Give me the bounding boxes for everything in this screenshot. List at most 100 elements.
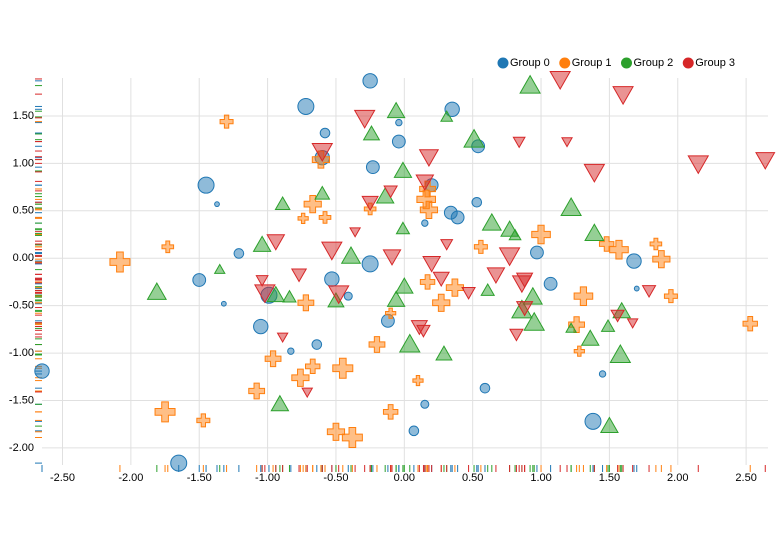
point bbox=[463, 128, 485, 148]
point bbox=[742, 315, 758, 332]
x-tick-label: 2.00 bbox=[667, 472, 688, 484]
point bbox=[161, 240, 175, 254]
point bbox=[508, 228, 522, 241]
point bbox=[573, 286, 594, 306]
point bbox=[598, 236, 615, 252]
point bbox=[270, 394, 290, 412]
point bbox=[255, 275, 269, 287]
point bbox=[297, 294, 315, 312]
point bbox=[385, 307, 397, 319]
point bbox=[649, 237, 663, 251]
point bbox=[248, 382, 266, 400]
point bbox=[473, 239, 488, 254]
point bbox=[560, 196, 582, 216]
point bbox=[192, 273, 207, 287]
y-tick-label: -1.00 bbox=[9, 347, 34, 359]
point bbox=[598, 370, 607, 378]
point bbox=[479, 382, 491, 394]
point bbox=[573, 345, 585, 357]
point bbox=[214, 201, 220, 208]
point bbox=[196, 413, 211, 428]
point bbox=[612, 86, 634, 106]
point bbox=[461, 286, 476, 300]
point bbox=[415, 174, 435, 191]
y-tick-label: -0.50 bbox=[9, 300, 34, 312]
point bbox=[531, 224, 551, 245]
point bbox=[311, 339, 323, 350]
point bbox=[290, 268, 308, 283]
point bbox=[599, 416, 619, 434]
point bbox=[386, 290, 406, 307]
point bbox=[253, 284, 276, 304]
point bbox=[340, 246, 362, 264]
point bbox=[361, 195, 379, 212]
point bbox=[318, 211, 332, 224]
point bbox=[301, 387, 314, 399]
point bbox=[332, 357, 354, 379]
point bbox=[395, 118, 403, 127]
x-tick-label: -2.50 bbox=[50, 472, 75, 484]
point bbox=[266, 234, 286, 251]
x-tick-label: 1.50 bbox=[599, 472, 620, 484]
y-tick-label: -2.00 bbox=[9, 442, 34, 454]
point bbox=[324, 271, 340, 287]
point bbox=[515, 301, 534, 317]
point bbox=[291, 368, 310, 387]
point bbox=[34, 363, 50, 379]
point bbox=[418, 149, 440, 168]
point bbox=[253, 318, 269, 335]
point bbox=[287, 347, 295, 355]
point bbox=[264, 350, 282, 368]
point bbox=[276, 332, 289, 344]
point bbox=[609, 343, 632, 363]
point bbox=[435, 345, 453, 361]
point bbox=[512, 136, 526, 149]
legend-label: Group 2 bbox=[634, 57, 674, 69]
point bbox=[543, 276, 558, 291]
point bbox=[266, 285, 286, 303]
x-tick-label: -1.00 bbox=[255, 472, 280, 484]
point bbox=[419, 200, 439, 219]
point bbox=[519, 74, 541, 94]
point bbox=[170, 454, 188, 472]
point bbox=[146, 282, 168, 300]
point bbox=[580, 329, 600, 346]
x-tick-label: -2.00 bbox=[118, 472, 143, 484]
point bbox=[349, 227, 362, 238]
point bbox=[303, 195, 322, 214]
point bbox=[445, 278, 465, 297]
point bbox=[440, 110, 454, 122]
point bbox=[498, 247, 521, 267]
point bbox=[398, 333, 421, 353]
x-tick-label: 0.50 bbox=[462, 472, 483, 484]
point bbox=[365, 160, 380, 175]
legend-swatch bbox=[497, 57, 509, 69]
point bbox=[610, 309, 625, 323]
point bbox=[432, 271, 450, 288]
point bbox=[252, 235, 272, 252]
point bbox=[386, 101, 406, 119]
point bbox=[440, 239, 454, 251]
point bbox=[419, 274, 436, 290]
point bbox=[530, 245, 544, 260]
point bbox=[444, 101, 460, 118]
point bbox=[471, 196, 483, 208]
point bbox=[343, 291, 353, 301]
point bbox=[341, 426, 363, 448]
point bbox=[213, 263, 226, 274]
point bbox=[362, 125, 381, 141]
point bbox=[584, 223, 605, 242]
point bbox=[391, 134, 406, 149]
point bbox=[412, 374, 424, 387]
point bbox=[509, 328, 524, 342]
point bbox=[663, 289, 678, 304]
legend-label: Group 1 bbox=[572, 57, 612, 69]
point bbox=[320, 241, 343, 261]
y-tick-label: 0.00 bbox=[13, 252, 34, 264]
point bbox=[420, 399, 430, 409]
point bbox=[362, 73, 378, 89]
point bbox=[584, 412, 602, 430]
point bbox=[361, 255, 379, 273]
point bbox=[515, 272, 534, 288]
